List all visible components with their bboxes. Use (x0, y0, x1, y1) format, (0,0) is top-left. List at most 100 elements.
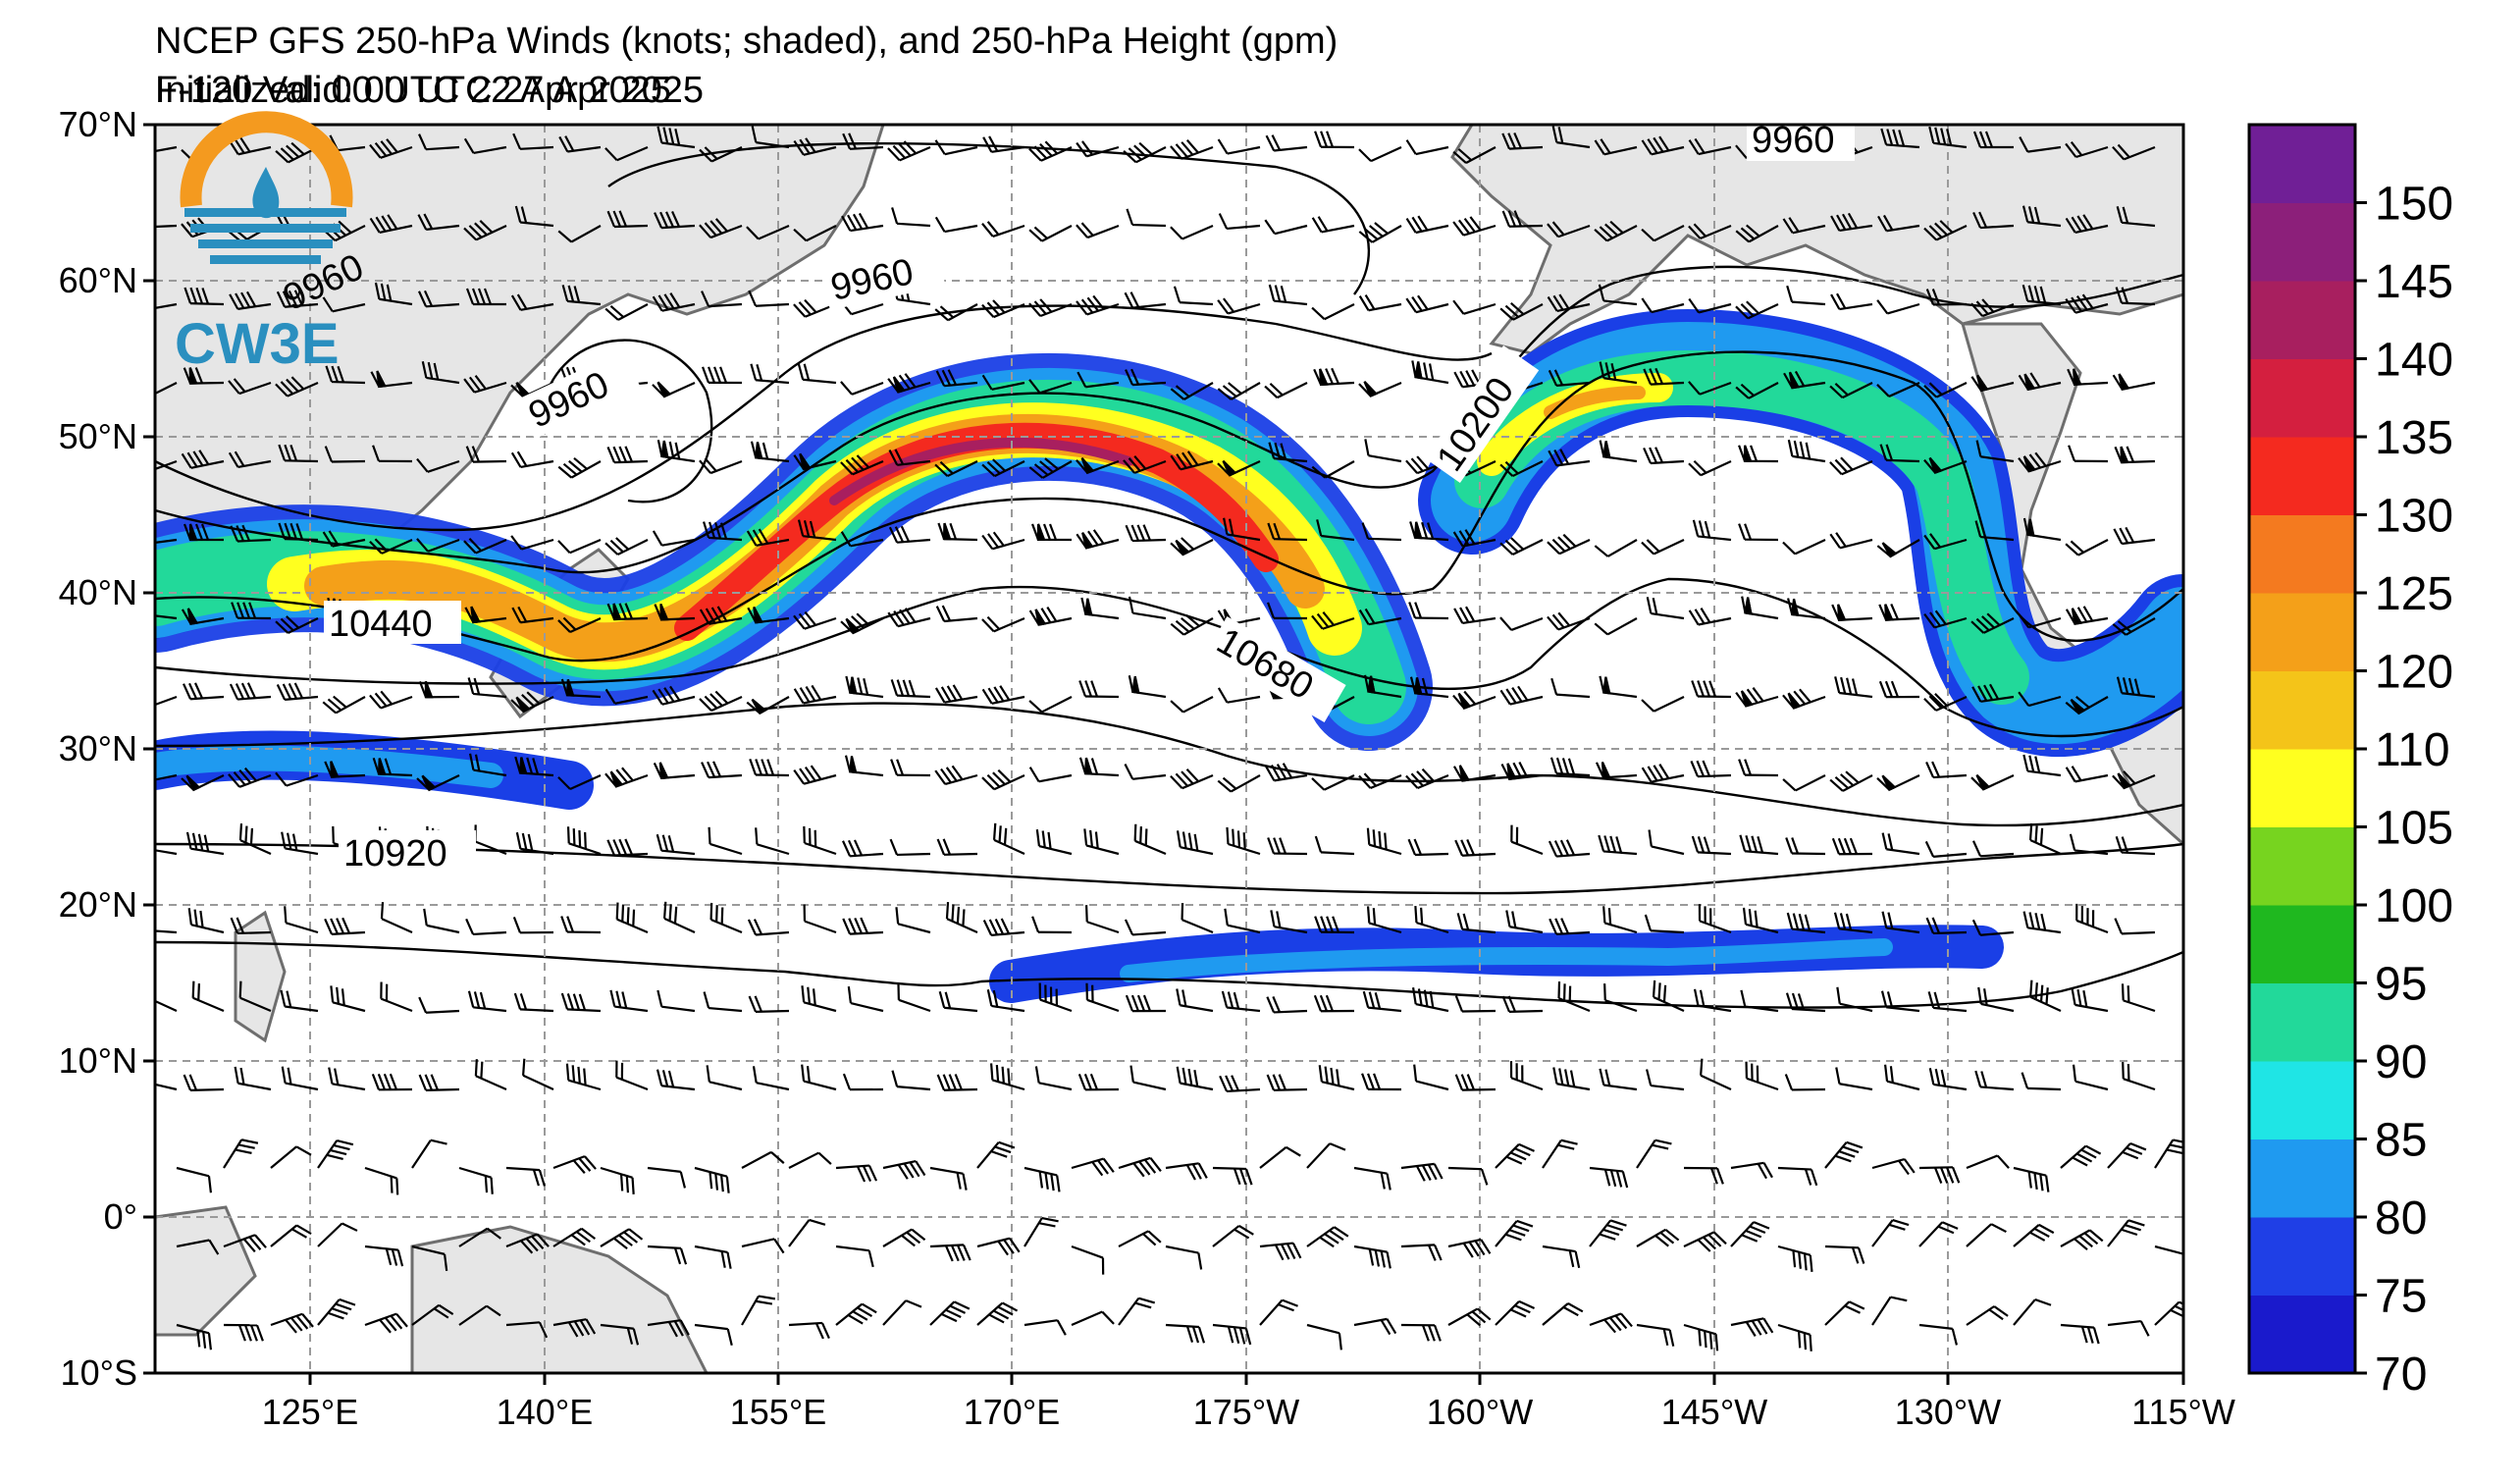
wind-barb (982, 135, 1025, 153)
wind-barb (468, 753, 507, 777)
wind-barb (1783, 370, 1826, 390)
wind-barb (1552, 1067, 1591, 1091)
wind-barb (935, 605, 978, 623)
wind-barb (981, 221, 1025, 238)
wind-barb (1447, 1166, 1489, 1186)
wind-barb (229, 291, 272, 310)
wind-barb (982, 918, 1025, 937)
wind-barb (701, 761, 743, 779)
wind-barb (1125, 994, 1167, 1013)
colorbar-tick-label: 90 (2375, 1036, 2427, 1088)
wind-barb (840, 612, 884, 635)
wind-barb (1643, 447, 1685, 465)
wind-barb (1876, 539, 1920, 558)
wind-barb (1024, 1319, 1067, 1336)
wind-barb (1400, 1162, 1444, 1182)
wind-barb (155, 538, 178, 546)
colorbar-tick-label: 80 (2375, 1192, 2427, 1245)
wind-barb (935, 369, 978, 388)
wind-barb (2028, 822, 2062, 856)
wind-barb (803, 904, 837, 934)
wind-barb (1923, 456, 1968, 475)
colorbar-segment (2249, 593, 2355, 671)
wind-barb (418, 133, 460, 151)
wind-barb (1128, 675, 1167, 699)
wind-barb (1970, 298, 2015, 318)
wind-barb (463, 537, 507, 555)
wind-barb (423, 908, 460, 934)
wind-barb (656, 833, 696, 856)
wind-barb (1452, 690, 1496, 710)
wind-barb (1784, 1074, 1826, 1091)
wind-barb (155, 773, 178, 783)
init-time: Initialized: 00 UTC 22 Apr 2025 (155, 70, 671, 111)
wind-barb (1831, 837, 1873, 856)
wind-barb (882, 1299, 922, 1326)
wind-barb (1400, 1244, 1443, 1261)
wind-barb (1170, 537, 1214, 556)
wind-barb (976, 1301, 1019, 1326)
colorbar-segment (2249, 826, 2355, 906)
wind-barb (2112, 143, 2156, 161)
wind-barb (747, 606, 790, 624)
wind-barb (1028, 767, 1073, 783)
wind-barb (793, 684, 837, 705)
wind-barb (155, 914, 178, 934)
wind-barb (1510, 824, 1544, 856)
wind-barb (1028, 696, 1073, 714)
wind-barb (1212, 1224, 1254, 1247)
colorbar-segment (2249, 125, 2355, 203)
wind-barb (750, 363, 790, 385)
wind-barb (1971, 683, 2015, 703)
wind-barb (1551, 126, 1591, 149)
wind-barb (748, 995, 790, 1013)
wind-barb (1598, 284, 1638, 306)
wind-barb (1454, 1074, 1496, 1091)
wind-barb (1824, 1140, 1864, 1169)
wind-barb (458, 1304, 501, 1326)
wind-barb (2018, 372, 2062, 392)
wind-barb (330, 985, 366, 1013)
wind-barb (1176, 1066, 1214, 1091)
wind-barb (1547, 611, 1591, 631)
wind-barb (1358, 293, 1402, 312)
wind-barb (1405, 768, 1449, 790)
wind-barb (1970, 374, 2015, 393)
wind-barb (1505, 910, 1544, 934)
wind-barb (510, 293, 554, 311)
wind-barb (1358, 380, 1402, 397)
wind-barb (1966, 1223, 2007, 1247)
wind-barb (1878, 603, 1920, 621)
wind-barb (155, 454, 178, 474)
wind-barb (1884, 1064, 1920, 1091)
wind-barb (275, 771, 319, 787)
wind-barb (1977, 986, 2015, 1013)
wind-barb (647, 1245, 688, 1265)
wind-barb (1603, 983, 1638, 1013)
colorbar-tick-label: 120 (2375, 647, 2453, 699)
wind-barb (2068, 445, 2109, 463)
wind-barb (2154, 1139, 2183, 1169)
logo-drop-icon (252, 167, 280, 219)
wind-barb (284, 906, 319, 934)
wind-barb (1176, 988, 1214, 1013)
colorbar-segment (2249, 670, 2355, 750)
wind-barb (600, 1323, 640, 1346)
wind-barb (1782, 217, 1826, 235)
wind-barb (223, 1234, 267, 1253)
wind-barb (609, 989, 649, 1013)
wind-barb (1411, 360, 1449, 385)
wind-barb (417, 213, 460, 231)
wind-barb (1970, 773, 2015, 791)
wind-barb (1118, 1230, 1162, 1247)
wind-barb (945, 901, 978, 934)
wind-barb (463, 220, 507, 241)
wind-barb (741, 1295, 776, 1326)
wind-barb (1646, 1069, 1685, 1091)
wind-barb (1361, 1073, 1402, 1091)
wind-barb (270, 1312, 314, 1334)
wind-barb (797, 519, 837, 542)
wind-barb (1777, 1245, 1813, 1272)
wind-barb (1170, 224, 1214, 240)
wind-barb (1735, 382, 1779, 399)
